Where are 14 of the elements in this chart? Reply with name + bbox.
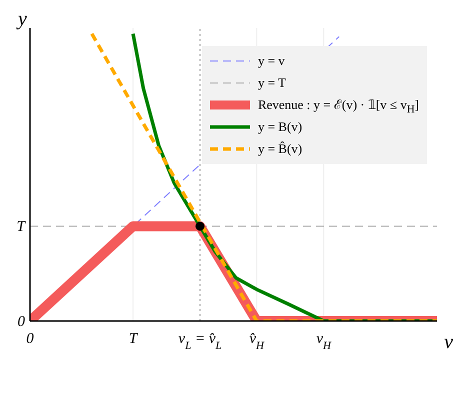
y-axis-title: y <box>18 8 27 31</box>
x-tick-label: v$_{L}$ = v̂$_{L}$ <box>178 331 222 352</box>
x-tick-label: T <box>128 331 139 347</box>
legend-label: y = B̂(v) <box>258 141 302 157</box>
legend-label: Revenue : y = ℰ(v) · 𝟙[v ≤ v$_{H}$] <box>258 96 419 116</box>
legend-label: y = T <box>258 75 286 91</box>
x-tick-label: v̂$_{H}$ <box>249 331 266 352</box>
x-tick-label: v$_{H}$ <box>316 331 332 352</box>
text: T <box>16 219 27 236</box>
legend-label: y = B(v) <box>258 119 302 135</box>
legend-label: y = v <box>258 53 285 69</box>
x-axis-title: v <box>444 331 453 354</box>
text: 0 <box>18 314 26 330</box>
x-tick-label: 0 <box>26 331 34 347</box>
